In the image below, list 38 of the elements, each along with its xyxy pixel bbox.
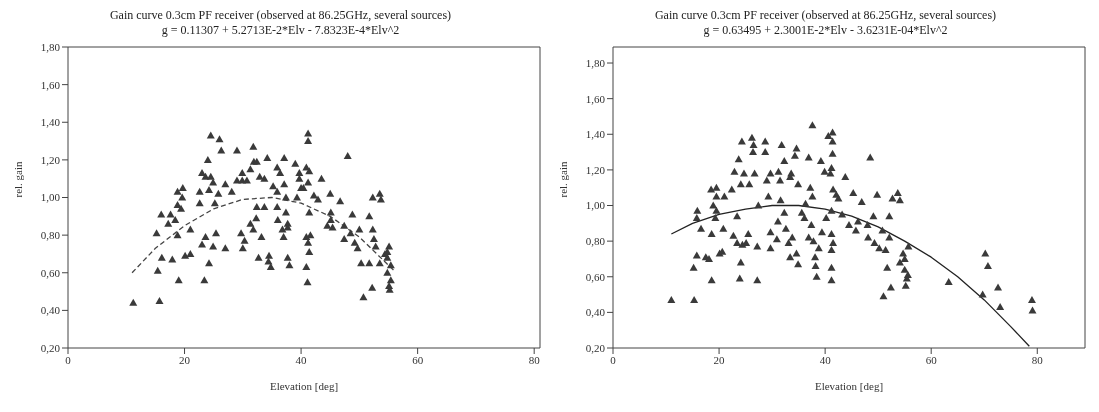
y-tick-label: 1,40: [40, 116, 61, 129]
y-axis-title: rel. gain: [11, 160, 24, 198]
y-tick-label: 0,20: [40, 341, 61, 354]
y-tick-label: 0,60: [40, 266, 61, 279]
y-tick-label: 1,00: [40, 191, 61, 204]
x-tick-label: 20: [179, 353, 191, 366]
x-tick-label: 40: [295, 353, 308, 366]
x-axis-title: Elevation [deg]: [814, 380, 884, 392]
y-tick-label: 1,80: [585, 56, 606, 69]
y-tick-label: 1,80: [40, 40, 61, 53]
y-tick-label: 1,20: [40, 153, 61, 166]
x-tick-label: 20: [713, 353, 726, 366]
y-tick-label: 1,60: [40, 78, 61, 91]
x-tick-label: 80: [1031, 353, 1044, 366]
line-series: [670, 204, 1030, 347]
x-tick-label: 60: [925, 353, 938, 366]
x-axis-title: Elevation [deg]: [269, 380, 339, 392]
y-tick-label: 0,60: [585, 270, 606, 283]
x-tick-label: 40: [819, 353, 832, 366]
x-tick-label: 80: [528, 353, 541, 366]
y-tick-label: 0,80: [40, 229, 61, 242]
y-tick-label: 1,60: [585, 92, 606, 105]
chart-subtitle: g = 0.63495 + 2.3001E-2*Elv - 3.6231E-04*Elv^2: [702, 23, 949, 38]
y-tick-label: 0,20: [585, 341, 606, 354]
y-tick-label: 1,00: [585, 199, 606, 212]
y-tick-label: 0,40: [585, 306, 606, 319]
y-tick-label: 1,40: [585, 128, 606, 141]
y-tick-label: 0,80: [585, 235, 606, 248]
x-tick-label: 0: [610, 353, 617, 366]
chart-title: Gain curve 0.3cm PF receiver (observed at 86.25GHz, several sources): [108, 8, 453, 23]
line-series: [131, 196, 395, 274]
x-tick-label: 60: [412, 353, 424, 366]
chart-subtitle: g = 0.11307 + 5.2713E-2*Elv - 7.8323E-4*Elv^2: [160, 23, 401, 38]
y-tick-label: 1,20: [585, 163, 606, 176]
y-axis-title: rel. gain: [556, 160, 569, 198]
chart-title: Gain curve 0.3cm PF receiver (observed at 86.25GHz, several sources): [653, 8, 998, 23]
y-tick-label: 0,40: [40, 304, 61, 317]
x-tick-label: 0: [65, 353, 72, 366]
